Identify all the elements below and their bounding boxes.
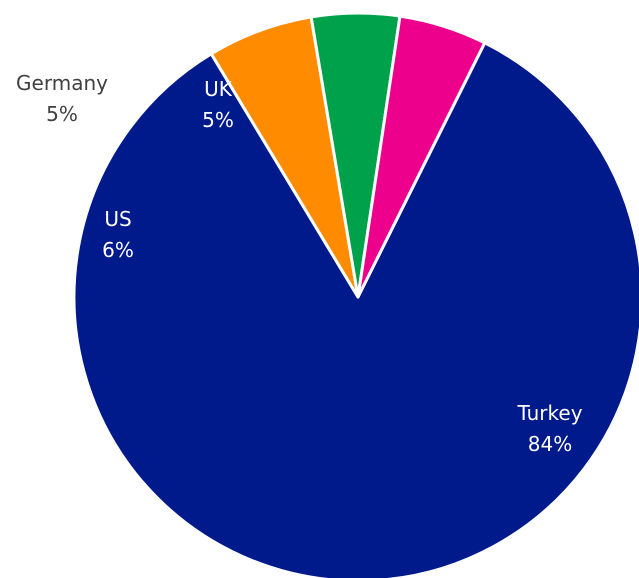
slice-value-turkey: 84%	[528, 432, 572, 456]
slice-value-germany: 5%	[46, 102, 78, 126]
slice-label-us: US	[104, 207, 131, 231]
pie-slice-turkey	[72, 41, 639, 578]
pie-slice-uk	[356, 14, 487, 299]
slice-label-turkey: Turkey	[516, 401, 582, 425]
pie-slices	[72, 11, 639, 578]
pie-labels: Turkey 84% US 6% Germany 5% UK 5%	[16, 71, 583, 456]
slice-value-uk: 5%	[202, 108, 234, 132]
slice-value-us: 6%	[102, 238, 134, 262]
slice-label-uk: UK	[204, 77, 233, 101]
slice-label-germany: Germany	[16, 71, 108, 95]
